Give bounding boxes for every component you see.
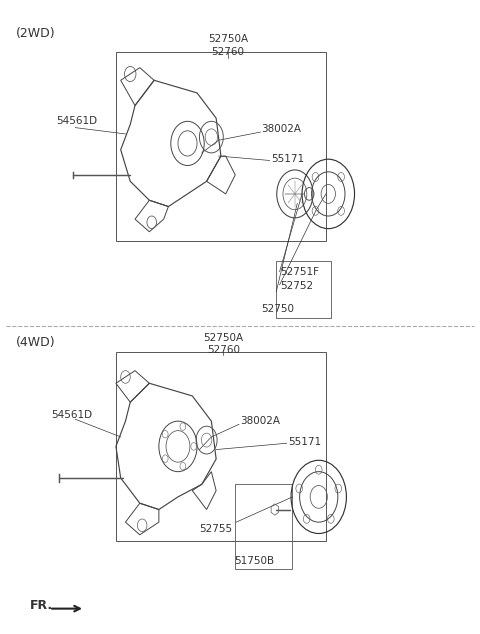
Text: 52751F: 52751F: [281, 268, 320, 277]
Text: 54561D: 54561D: [56, 117, 97, 126]
Text: 52760: 52760: [212, 47, 245, 57]
Text: 52750: 52750: [262, 304, 294, 314]
Bar: [116, 52, 326, 242]
Text: 52755: 52755: [200, 524, 233, 534]
Text: 52750A: 52750A: [203, 333, 243, 343]
Text: (4WD): (4WD): [16, 336, 55, 349]
Text: 52750A: 52750A: [208, 34, 248, 44]
Text: 55171: 55171: [271, 154, 304, 164]
Text: 38002A: 38002A: [240, 417, 280, 426]
Bar: [116, 352, 326, 541]
Text: 38002A: 38002A: [262, 124, 301, 134]
Text: 52752: 52752: [281, 281, 314, 290]
Bar: [235, 484, 292, 569]
Text: (2WD): (2WD): [16, 27, 55, 40]
Text: 55171: 55171: [288, 437, 321, 447]
Bar: [276, 261, 331, 318]
Text: FR.: FR.: [30, 598, 53, 612]
Text: 51750B: 51750B: [234, 557, 275, 566]
Text: 52760: 52760: [207, 345, 240, 355]
Text: 54561D: 54561D: [51, 410, 93, 420]
